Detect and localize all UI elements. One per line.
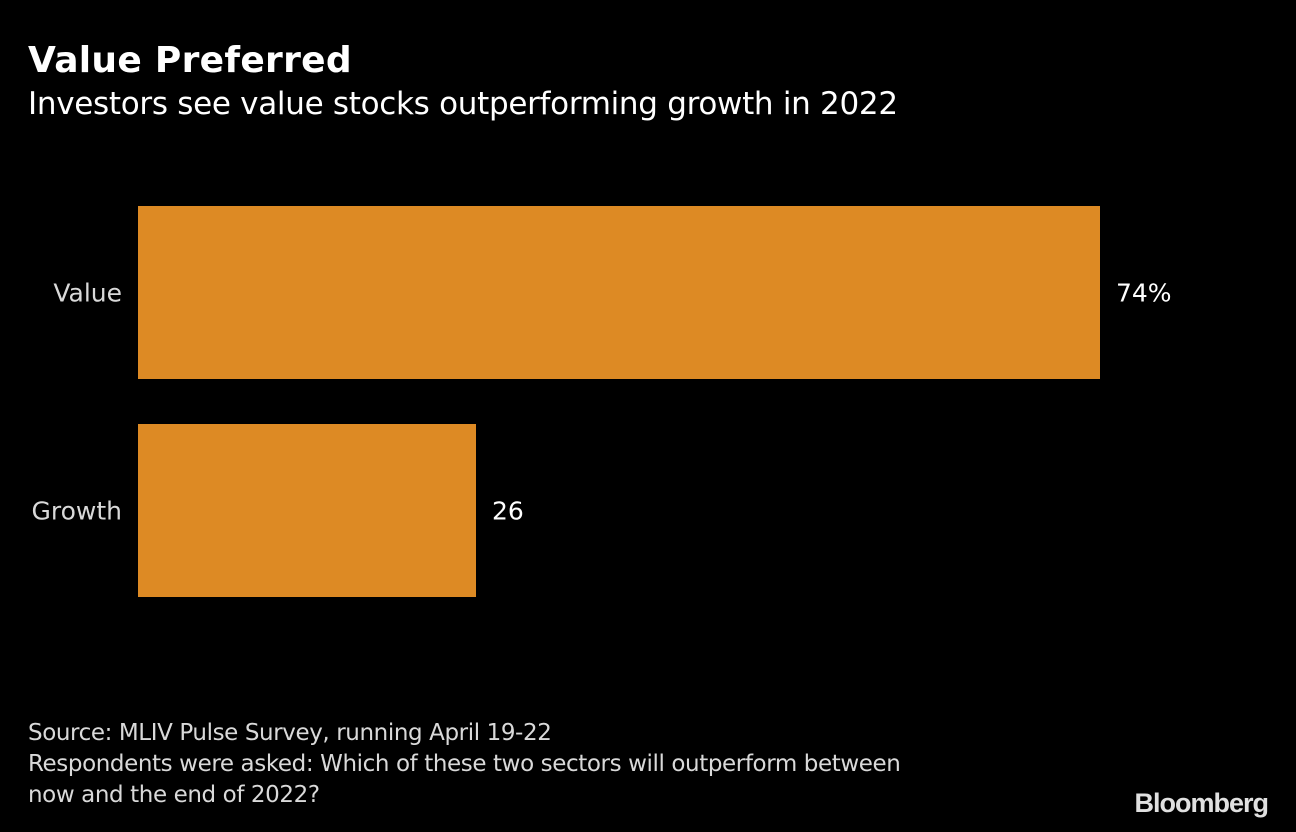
value-label-growth: 26: [492, 497, 524, 526]
category-label-value: Value: [53, 279, 122, 308]
value-label-value: 74%: [1116, 279, 1172, 308]
category-label-growth: Growth: [32, 497, 123, 526]
survey-question-line-2: now and the end of 2022?: [28, 782, 320, 808]
chart-title: Value Preferred: [28, 40, 352, 81]
source-note: Source: MLIV Pulse Survey, running April…: [28, 720, 552, 746]
survey-question-line-1: Respondents were asked: Which of these t…: [28, 751, 901, 777]
chart-subtitle: Investors see value stocks outperforming…: [28, 86, 898, 122]
chart-footer: Source: MLIV Pulse Survey, running April…: [28, 718, 1028, 811]
bloomberg-logo: Bloomberg: [1134, 788, 1269, 818]
bar-growth: [138, 424, 476, 597]
bar-value: [138, 206, 1100, 379]
